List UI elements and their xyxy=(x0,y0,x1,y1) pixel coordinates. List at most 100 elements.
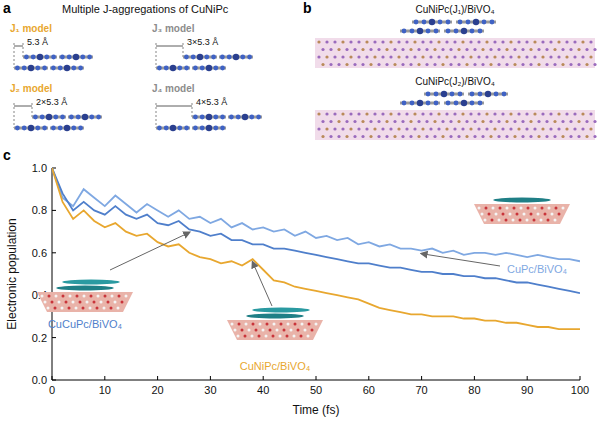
inset-atom xyxy=(541,207,544,210)
inset-atom xyxy=(69,295,72,298)
slab-atom xyxy=(517,127,520,130)
molecule-atom xyxy=(42,66,47,71)
molecule-atom xyxy=(197,54,203,60)
inset-atom xyxy=(516,213,519,216)
panel-letter: a xyxy=(3,0,11,16)
slab-atom xyxy=(321,48,324,51)
slab-atom xyxy=(397,40,400,43)
inset-atom xyxy=(244,335,247,338)
inset-atom xyxy=(83,295,86,298)
slab-atom xyxy=(481,48,484,51)
inset-atom xyxy=(100,301,103,304)
slab-atom xyxy=(505,120,508,123)
inset-atom xyxy=(498,219,501,222)
slab-atom xyxy=(517,40,520,43)
inset-atom xyxy=(107,301,110,304)
slab-atom xyxy=(533,55,536,58)
figure: aMultiple J-aggregations of CuNiPcJ₁ mod… xyxy=(0,0,600,422)
slab-atom xyxy=(321,120,324,123)
slab-atom xyxy=(549,112,552,115)
molecule-atom xyxy=(441,91,447,97)
slab-atom xyxy=(361,63,364,66)
slab-atom xyxy=(509,112,512,115)
inset-atom xyxy=(534,207,537,210)
slab-atom xyxy=(397,55,400,58)
molecule-atom xyxy=(473,19,479,25)
slab-atom xyxy=(425,63,428,66)
inset-atom xyxy=(287,323,290,326)
slab-atom xyxy=(425,135,428,138)
inset-atom xyxy=(262,329,265,332)
molecule-atom xyxy=(60,55,65,60)
molecule-atom xyxy=(64,125,70,131)
inset-atom xyxy=(478,207,481,210)
slab-atom xyxy=(553,135,556,138)
slab-atom xyxy=(557,112,560,115)
model: J₃ model3×5.3 Å xyxy=(152,23,253,71)
slab-atom xyxy=(501,40,504,43)
inset-atom xyxy=(265,335,268,338)
annotation-arrow xyxy=(110,232,189,270)
slab-atom xyxy=(561,48,564,51)
molecule-atom xyxy=(220,55,225,60)
slab-atom xyxy=(445,55,448,58)
slab-atom xyxy=(429,55,432,58)
slab-atom xyxy=(577,135,580,138)
slab-atom xyxy=(381,127,384,130)
inset-atom xyxy=(308,323,311,326)
molecule-atom xyxy=(164,66,169,71)
slab-atom xyxy=(445,112,448,115)
molecule-atom xyxy=(35,66,40,71)
spacing-label: 3×5.3 Å xyxy=(187,37,218,47)
slab-atom xyxy=(421,55,424,58)
y-tick-label: 0.6 xyxy=(32,247,47,259)
slab-atom xyxy=(453,40,456,43)
inset-molecule xyxy=(56,286,114,291)
model: J₄ model4×5.3 Å xyxy=(152,83,262,131)
slab-atom xyxy=(409,63,412,66)
molecule-atom xyxy=(247,55,252,60)
slab-atom xyxy=(509,127,512,130)
inset-atom xyxy=(269,329,272,332)
inset-atom xyxy=(554,219,557,222)
slab-atom xyxy=(453,112,456,115)
slab-atom xyxy=(333,127,336,130)
inset-atom xyxy=(276,329,279,332)
inset-atom xyxy=(68,307,71,310)
molecule-atom xyxy=(402,29,407,34)
x-tick xyxy=(474,376,475,380)
slab-atom xyxy=(377,120,380,123)
slab-atom xyxy=(473,48,476,51)
slab-atom xyxy=(377,63,380,66)
slab-atom xyxy=(365,112,368,115)
slab-atom xyxy=(573,55,576,58)
slab-atom xyxy=(589,55,592,58)
x-tick xyxy=(421,376,422,380)
slab-atom xyxy=(525,40,528,43)
slab-atom xyxy=(593,135,596,138)
slab-atom xyxy=(525,55,528,58)
inset-atom xyxy=(492,207,495,210)
molecule-atom xyxy=(446,29,451,34)
molecule-atom xyxy=(177,126,182,131)
structure-label: CuNiPc(J₂)/BiVO₄ xyxy=(415,76,495,87)
slab-atom xyxy=(481,135,484,138)
molecule-atom xyxy=(164,126,169,131)
molecule-atom xyxy=(15,66,20,71)
spacing-bracket xyxy=(156,46,183,47)
molecule-atom xyxy=(80,55,85,60)
y-tick xyxy=(52,210,56,211)
molecule-atom xyxy=(73,54,79,60)
slab-atom xyxy=(377,48,380,51)
x-tick-label: 90 xyxy=(521,384,533,396)
molecule-atom xyxy=(478,92,483,97)
x-tick xyxy=(210,376,211,380)
molecule-atom xyxy=(204,55,209,60)
slab-atom xyxy=(361,120,364,123)
slab-atom xyxy=(481,63,484,66)
inset-atom xyxy=(519,219,522,222)
molecule-atom xyxy=(470,29,475,34)
molecule-atom xyxy=(67,55,72,60)
inset-atom xyxy=(114,301,117,304)
slab-atom xyxy=(477,127,480,130)
